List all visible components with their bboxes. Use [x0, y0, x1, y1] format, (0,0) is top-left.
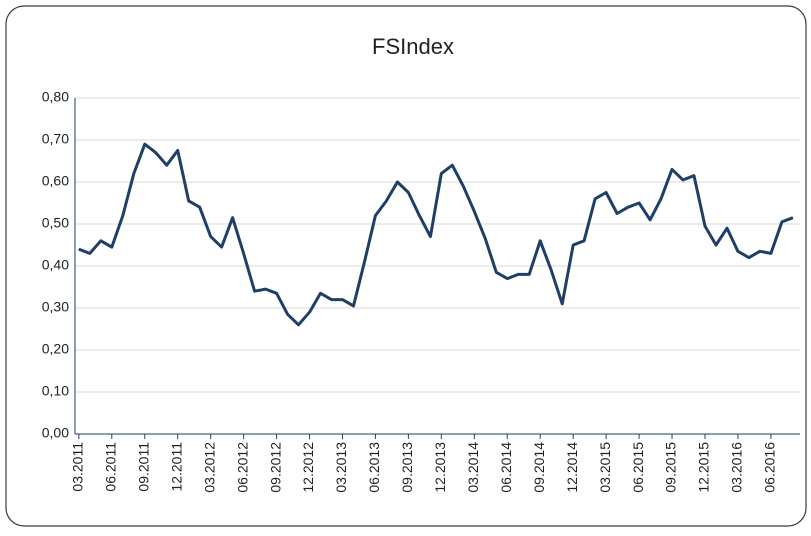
x-tick-label: 12.2015 [696, 442, 712, 493]
x-tick-label: 03.2015 [597, 442, 613, 493]
x-tick-label: 12.2013 [432, 442, 448, 493]
y-tick-label: 0,00 [42, 425, 69, 441]
x-tick-label: 06.2012 [234, 442, 250, 493]
x-tick-label: 09.2012 [267, 442, 283, 493]
y-tick-label: 0,30 [42, 299, 69, 315]
x-tick-label: 09.2015 [663, 442, 679, 493]
y-tick-label: 0,80 [42, 89, 69, 105]
x-tick-label: 03.2014 [465, 442, 481, 493]
x-tick-label: 09.2014 [531, 442, 547, 493]
x-tick-label: 03.2011 [70, 442, 86, 492]
line [78, 142, 794, 327]
y-tick-label: 0,20 [42, 341, 69, 357]
x-tick-label: 12.2014 [564, 442, 580, 493]
x-tick-label: 06.2016 [762, 442, 778, 493]
x-tick-label: 06.2011 [103, 442, 119, 492]
y-tick-label: 0,60 [42, 173, 69, 189]
y-tick-label: 0,50 [42, 215, 69, 231]
x-tick-label: 12.2011 [168, 442, 184, 492]
x-tick-label: 03.2016 [729, 442, 745, 493]
chart-title: FSIndex [372, 34, 454, 59]
x-tick-label: 09.2011 [135, 442, 151, 492]
x-tick-label: 03.2013 [333, 442, 349, 493]
x-tick-label: 12.2012 [300, 442, 316, 493]
x-tick-label: 06.2015 [630, 442, 646, 493]
x-tick-label: 03.2012 [201, 442, 217, 493]
x-tick-label: 06.2013 [366, 442, 382, 493]
x-tick-label: 09.2013 [399, 442, 415, 493]
y-tick-label: 0,70 [42, 131, 69, 147]
y-tick-label: 0,10 [42, 383, 69, 399]
x-tick-label: 06.2014 [498, 442, 514, 493]
y-tick-label: 0,40 [42, 257, 69, 273]
